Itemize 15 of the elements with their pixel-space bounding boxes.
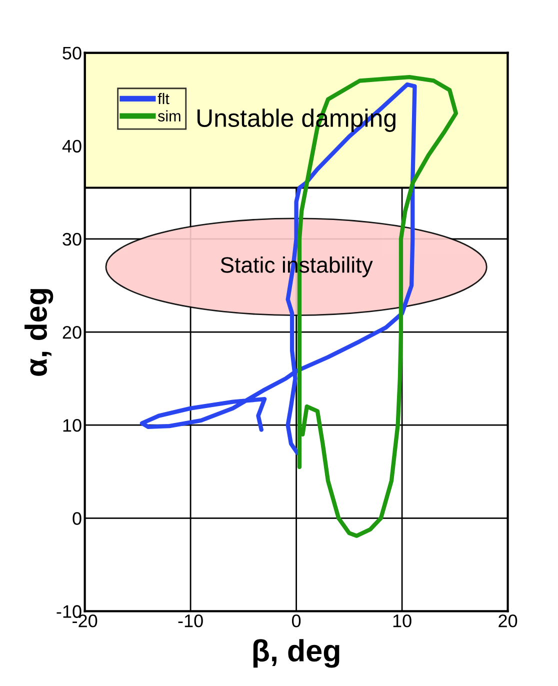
y-tick-label: 0 [72, 512, 82, 525]
y-axis-title: α, deg [24, 289, 54, 376]
x-tick-label: -10 [178, 614, 203, 628]
y-tick-label: 10 [63, 419, 82, 432]
legend-label: sim [158, 110, 180, 122]
x-tick-label: 0 [292, 614, 301, 628]
line-series [140, 82, 417, 456]
y-tick-label: 30 [62, 232, 82, 246]
legend-label: flt [158, 92, 170, 104]
x-tick-label: 10 [393, 614, 412, 628]
x-tick-label: 20 [498, 614, 518, 628]
y-tick-label: 50 [62, 46, 82, 60]
y-tick-label: 40 [62, 140, 82, 153]
x-axis-title: β, deg [253, 639, 340, 668]
y-tick-label: 20 [62, 326, 82, 339]
